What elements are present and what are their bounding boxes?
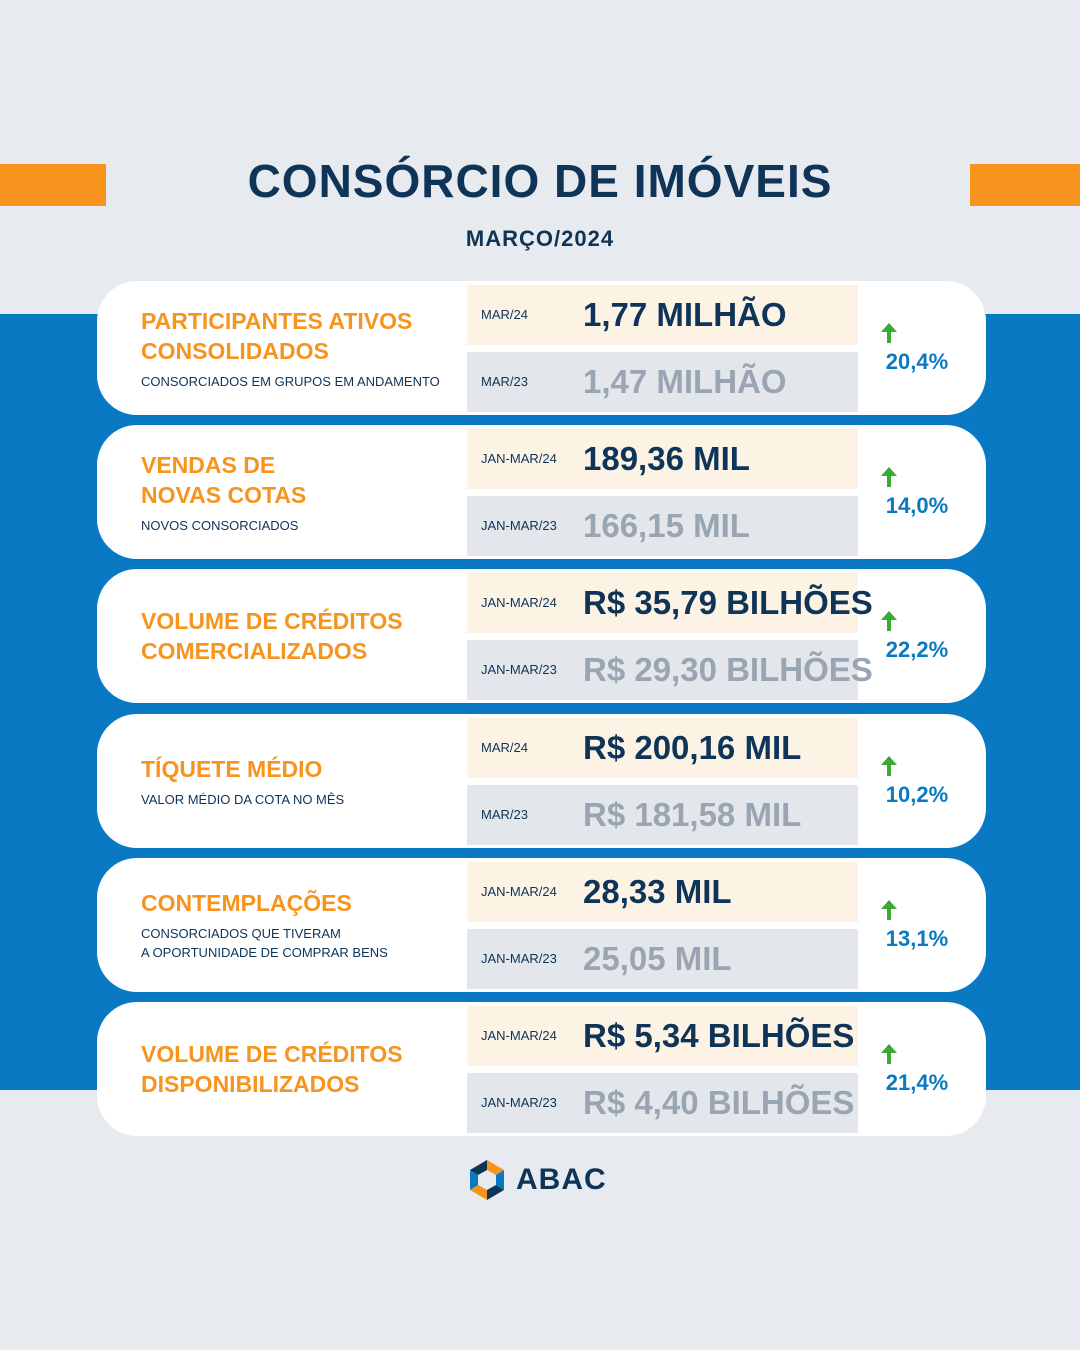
change-indicator: 10,2%	[867, 714, 967, 848]
previous-period-label: JAN-MAR/23	[481, 951, 557, 966]
orange-accent-left	[0, 164, 106, 206]
card-title: CONTEMPLAÇÕES	[141, 890, 352, 916]
card-title: PARTICIPANTES ATIVOS CONSOLIDADOS	[141, 307, 413, 364]
previous-period-row: MAR/23 1,47 MILHÃO	[467, 352, 858, 412]
current-value: 1,77 MILHÃO	[583, 296, 787, 333]
previous-period-row: JAN-MAR/23 166,15 MIL	[467, 496, 858, 556]
previous-period-label: JAN-MAR/23	[481, 1095, 557, 1110]
previous-value: R$ 4,40 BILHÕES	[583, 1084, 855, 1121]
current-period-label: MAR/24	[481, 740, 528, 755]
page-subtitle: MARÇO/2024	[465, 226, 615, 251]
card-description: NOVOS CONSORCIADOS	[141, 517, 299, 533]
card-label-block: CONTEMPLAÇÕES CONSORCIADOS QUE TIVERAM A…	[141, 858, 461, 992]
current-period-label: JAN-MAR/24	[481, 884, 557, 899]
card-label-block: VENDAS DE NOVAS COTAS NOVOS CONSORCIADOS	[141, 425, 461, 559]
card-title: TÍQUETE MÉDIO	[141, 755, 323, 782]
change-indicator: 21,4%	[867, 1002, 967, 1136]
card-description: VALOR MÉDIO DA COTA NO MÊS	[141, 791, 345, 807]
previous-period-row: MAR/23 R$ 181,58 MIL	[467, 785, 858, 845]
card-label-block: PARTICIPANTES ATIVOS CONSOLIDADOS CONSOR…	[141, 281, 461, 415]
change-indicator: 20,4%	[867, 281, 967, 415]
change-percent: 14,0%	[885, 493, 949, 518]
card-description: CONSORCIADOS EM GRUPOS EM ANDAMENTO	[141, 373, 440, 389]
previous-period-row: JAN-MAR/23 R$ 29,30 BILHÕES	[467, 640, 873, 700]
previous-value: 25,05 MIL	[583, 940, 732, 977]
arrow-up-icon	[881, 611, 897, 631]
previous-period-row: JAN-MAR/23 R$ 4,40 BILHÕES	[467, 1073, 858, 1133]
current-value: R$ 5,34 BILHÕES	[583, 1017, 855, 1054]
current-value: R$ 200,16 MIL	[583, 729, 802, 766]
change-percent: 22,2%	[885, 637, 949, 662]
card-label-block: TÍQUETE MÉDIO VALOR MÉDIO DA COTA NO MÊS	[141, 714, 461, 848]
previous-period-label: MAR/23	[481, 374, 528, 389]
previous-period-label: JAN-MAR/23	[481, 662, 557, 677]
change-percent: 13,1%	[885, 926, 949, 951]
previous-period-label: JAN-MAR/23	[481, 518, 557, 533]
arrow-up-icon	[881, 323, 897, 343]
abac-logo-text: ABAC	[516, 1163, 607, 1196]
previous-period-label: MAR/23	[481, 807, 528, 822]
current-period-row: JAN-MAR/24 R$ 5,34 BILHÕES	[467, 1006, 858, 1066]
current-period-row: JAN-MAR/24 189,36 MIL	[467, 429, 858, 489]
current-value: 189,36 MIL	[583, 440, 750, 477]
arrow-up-icon	[881, 467, 897, 487]
orange-accent-right	[970, 164, 1080, 206]
card-label-block: VOLUME DE CRÉDITOS DISPONIBILIZADOS	[141, 1002, 461, 1136]
card-title: VOLUME DE CRÉDITOS COMERCIALIZADOS	[141, 608, 403, 664]
card-title: VENDAS DE NOVAS COTAS	[141, 451, 307, 508]
change-indicator: 13,1%	[867, 858, 967, 992]
card-volume-disponibilizados: VOLUME DE CRÉDITOS DISPONIBILIZADOS JAN-…	[97, 1002, 986, 1136]
previous-value: R$ 181,58 MIL	[583, 796, 802, 833]
card-description: CONSORCIADOS QUE TIVERAM A OPORTUNIDADE …	[141, 926, 388, 960]
card-tiquete-medio: TÍQUETE MÉDIO VALOR MÉDIO DA COTA NO MÊS…	[97, 714, 986, 848]
abac-logo-icon	[470, 1160, 504, 1200]
change-indicator: 22,2%	[867, 569, 967, 703]
arrow-up-icon	[881, 756, 897, 776]
change-percent: 21,4%	[885, 1070, 949, 1095]
current-period-label: JAN-MAR/24	[481, 1028, 557, 1043]
previous-value: R$ 29,30 BILHÕES	[583, 651, 873, 688]
card-contemplacoes: CONTEMPLAÇÕES CONSORCIADOS QUE TIVERAM A…	[97, 858, 986, 992]
change-percent: 10,2%	[885, 782, 949, 807]
arrow-up-icon	[881, 900, 897, 920]
previous-value: 1,47 MILHÃO	[583, 363, 787, 400]
page-title: CONSÓRCIO DE IMÓVEIS	[247, 155, 833, 207]
current-period-row: MAR/24 R$ 200,16 MIL	[467, 718, 858, 778]
card-label-block: VOLUME DE CRÉDITOS COMERCIALIZADOS	[141, 569, 461, 703]
card-vendas: VENDAS DE NOVAS COTAS NOVOS CONSORCIADOS…	[97, 425, 986, 559]
card-title: VOLUME DE CRÉDITOS DISPONIBILIZADOS	[141, 1041, 403, 1097]
card-participantes: PARTICIPANTES ATIVOS CONSOLIDADOS CONSOR…	[97, 281, 986, 415]
arrow-up-icon	[881, 1044, 897, 1064]
abac-logo: ABAC	[466, 1158, 607, 1202]
change-percent: 20,4%	[885, 349, 949, 374]
current-value: R$ 35,79 BILHÕES	[583, 584, 873, 621]
current-period-label: MAR/24	[481, 307, 528, 322]
change-indicator: 14,0%	[867, 425, 967, 559]
previous-period-row: JAN-MAR/23 25,05 MIL	[467, 929, 858, 989]
current-period-label: JAN-MAR/24	[481, 451, 557, 466]
previous-value: 166,15 MIL	[583, 507, 750, 544]
current-period-row: MAR/24 1,77 MILHÃO	[467, 285, 858, 345]
card-volume-comercializados: VOLUME DE CRÉDITOS COMERCIALIZADOS JAN-M…	[97, 569, 986, 703]
current-value: 28,33 MIL	[583, 873, 732, 910]
current-period-row: JAN-MAR/24 R$ 35,79 BILHÕES	[467, 573, 873, 633]
current-period-row: JAN-MAR/24 28,33 MIL	[467, 862, 858, 922]
current-period-label: JAN-MAR/24	[481, 595, 557, 610]
